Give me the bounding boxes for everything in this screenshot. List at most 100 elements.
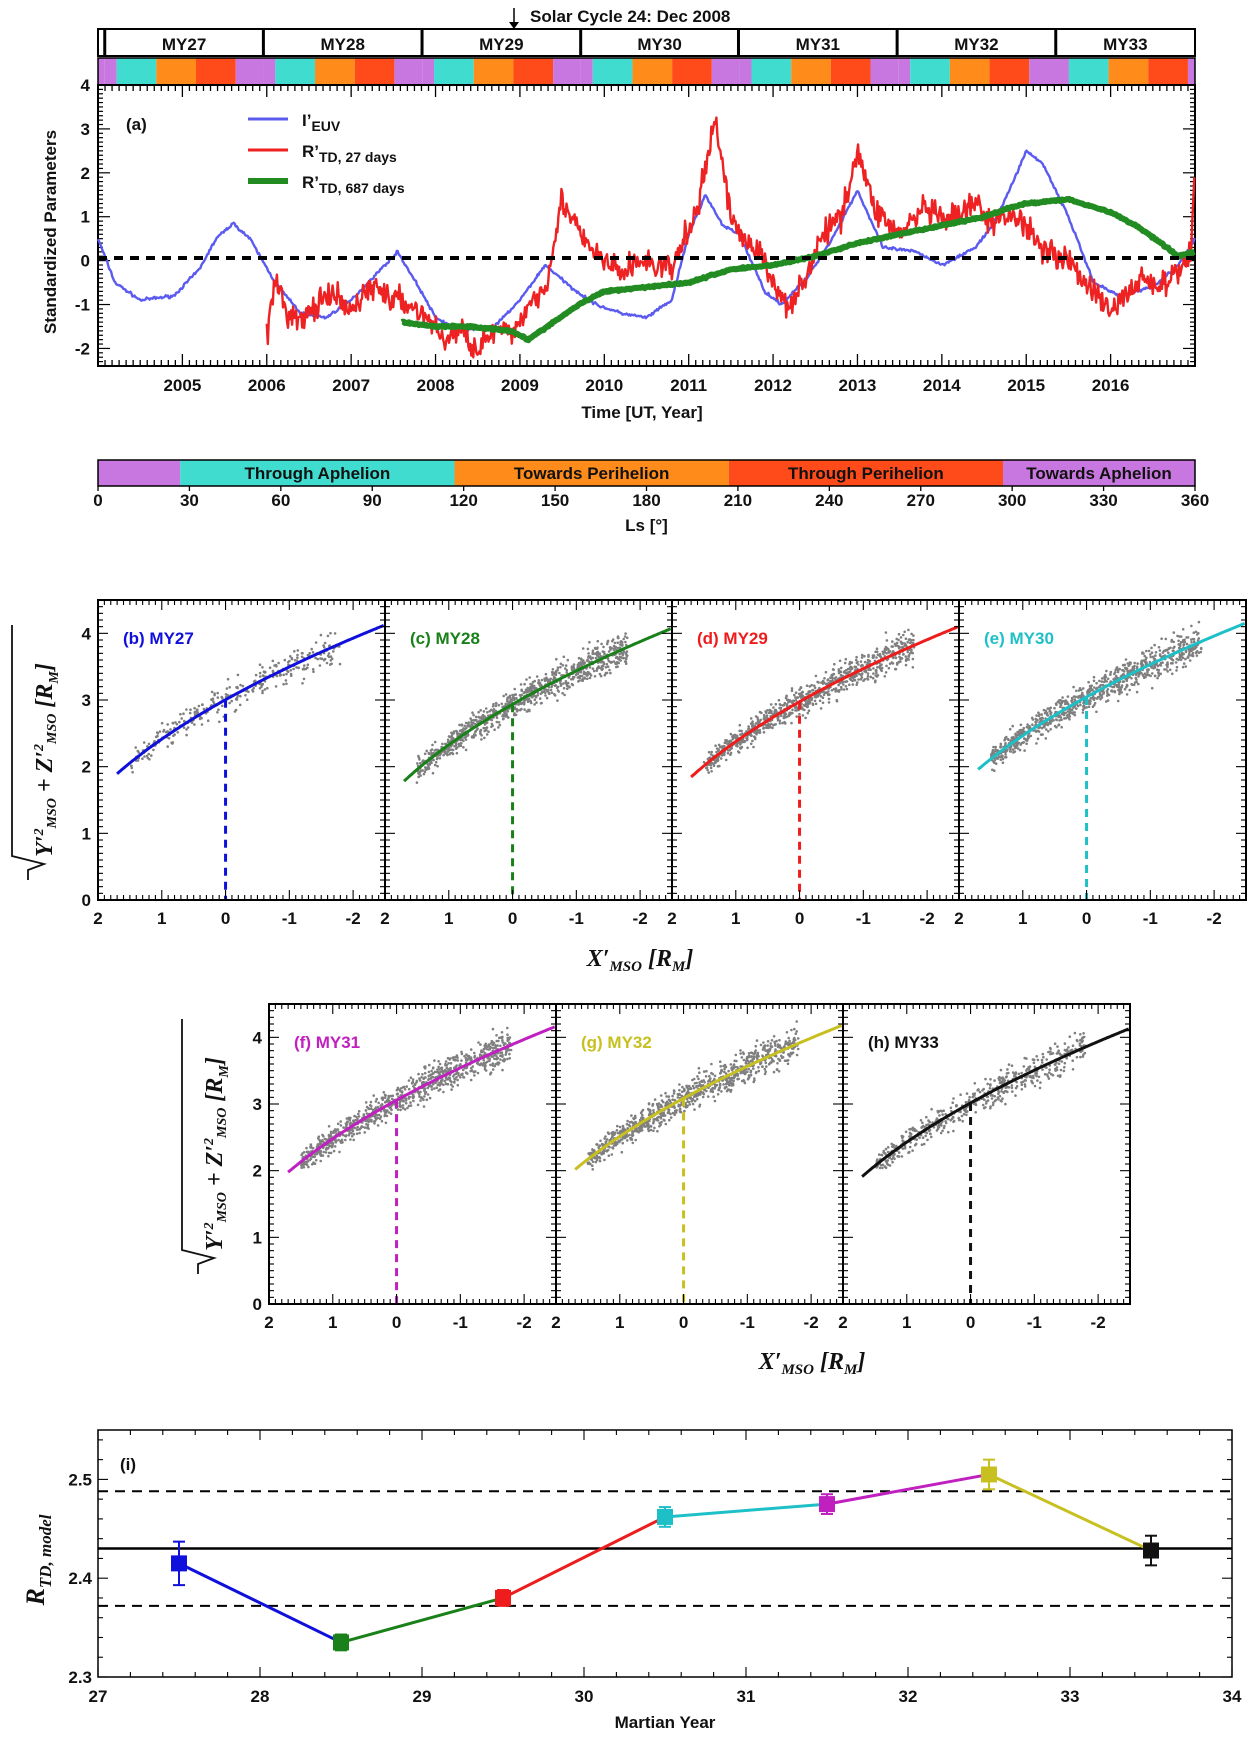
data-point bbox=[1018, 728, 1022, 732]
data-point bbox=[857, 663, 860, 666]
martian-year-bar: MY27 MY28 MY29 MY30 MY31 MY32 MY33 bbox=[97, 28, 1196, 57]
data-point bbox=[426, 1093, 430, 1096]
data-point bbox=[448, 748, 451, 751]
data-point bbox=[830, 673, 833, 677]
data-point bbox=[844, 657, 848, 661]
panel-a-xlabel: Time [UT, Year] bbox=[581, 403, 702, 422]
data-point bbox=[790, 689, 794, 692]
data-point bbox=[202, 707, 206, 711]
data-point bbox=[739, 733, 742, 736]
data-point bbox=[1122, 673, 1125, 676]
data-point bbox=[1077, 689, 1081, 692]
data-point bbox=[847, 670, 850, 674]
data-point bbox=[416, 762, 419, 765]
data-point bbox=[275, 674, 279, 678]
data-point bbox=[425, 1098, 429, 1102]
data-point bbox=[258, 671, 262, 675]
data-point bbox=[541, 690, 544, 693]
data-point bbox=[854, 658, 858, 662]
data-point bbox=[179, 712, 182, 716]
data-point bbox=[329, 659, 333, 662]
data-point bbox=[506, 1057, 509, 1061]
data-point bbox=[736, 745, 739, 748]
data-point bbox=[317, 1135, 321, 1138]
data-point bbox=[399, 1108, 402, 1112]
data-point bbox=[553, 677, 557, 680]
data-point bbox=[442, 1090, 445, 1094]
data-point bbox=[740, 729, 743, 733]
data-point bbox=[327, 652, 331, 655]
data-point bbox=[822, 693, 826, 696]
x-tick-label: -2 bbox=[633, 909, 648, 928]
data-point bbox=[487, 730, 490, 733]
data-point bbox=[421, 760, 425, 763]
data-point bbox=[530, 695, 533, 698]
season-segment bbox=[275, 58, 316, 85]
data-point bbox=[580, 679, 584, 682]
data-point bbox=[783, 713, 786, 717]
season-segment bbox=[196, 58, 236, 85]
season-segment bbox=[156, 58, 197, 85]
data-point bbox=[811, 688, 814, 692]
data-point bbox=[622, 637, 625, 641]
data-point bbox=[172, 734, 175, 738]
data-point bbox=[419, 761, 422, 765]
data-point bbox=[473, 718, 476, 722]
data-point bbox=[907, 654, 911, 657]
data-point bbox=[538, 697, 542, 700]
data-point bbox=[857, 672, 861, 676]
data-point bbox=[563, 693, 566, 697]
my-label: MY28 bbox=[321, 35, 365, 54]
data-point bbox=[196, 711, 199, 714]
data-point bbox=[188, 711, 192, 715]
data-point bbox=[185, 733, 188, 737]
data-point bbox=[492, 1041, 496, 1045]
data-point bbox=[716, 757, 720, 760]
data-point bbox=[520, 701, 524, 705]
data-point bbox=[612, 660, 616, 663]
data-point bbox=[239, 683, 242, 687]
data-point bbox=[1072, 695, 1076, 698]
data-point bbox=[1188, 659, 1192, 662]
data-point bbox=[560, 674, 563, 677]
data-point bbox=[717, 748, 720, 751]
data-point bbox=[318, 664, 322, 667]
x-tick-label: 2016 bbox=[1092, 376, 1130, 395]
data-point bbox=[1045, 728, 1048, 731]
data-point bbox=[794, 696, 797, 699]
data-point bbox=[306, 663, 310, 666]
data-point bbox=[433, 740, 437, 744]
data-point bbox=[479, 730, 482, 733]
data-point bbox=[811, 702, 814, 705]
data-point bbox=[1191, 647, 1195, 650]
data-point bbox=[1098, 679, 1101, 683]
data-point bbox=[1181, 665, 1185, 669]
data-point bbox=[1168, 668, 1172, 672]
data-point bbox=[785, 695, 788, 698]
data-point bbox=[211, 697, 214, 701]
data-point bbox=[723, 741, 727, 745]
legend-entry: I’EUV bbox=[302, 111, 341, 134]
data-point bbox=[1113, 690, 1117, 694]
data-point bbox=[1036, 737, 1040, 741]
data-point bbox=[767, 726, 771, 729]
data-point bbox=[417, 754, 420, 758]
ls-xlabel: Ls [°] bbox=[625, 516, 668, 535]
data-point bbox=[528, 709, 531, 713]
data-point bbox=[476, 1071, 480, 1075]
data-point bbox=[438, 1088, 442, 1091]
data-point bbox=[564, 664, 568, 667]
season-segment bbox=[315, 58, 355, 85]
data-point bbox=[1062, 700, 1065, 703]
ls-segment bbox=[1003, 460, 1195, 486]
x-tick-label: 2008 bbox=[417, 376, 455, 395]
data-point bbox=[271, 659, 275, 663]
panel-title: (b) MY27 bbox=[123, 629, 194, 648]
data-point bbox=[816, 680, 819, 684]
data-point bbox=[420, 1076, 423, 1079]
x-tick-label: -1 bbox=[282, 909, 297, 928]
data-point bbox=[358, 1131, 361, 1135]
data-point bbox=[827, 682, 830, 685]
data-point bbox=[625, 650, 629, 653]
data-point bbox=[1020, 741, 1023, 745]
